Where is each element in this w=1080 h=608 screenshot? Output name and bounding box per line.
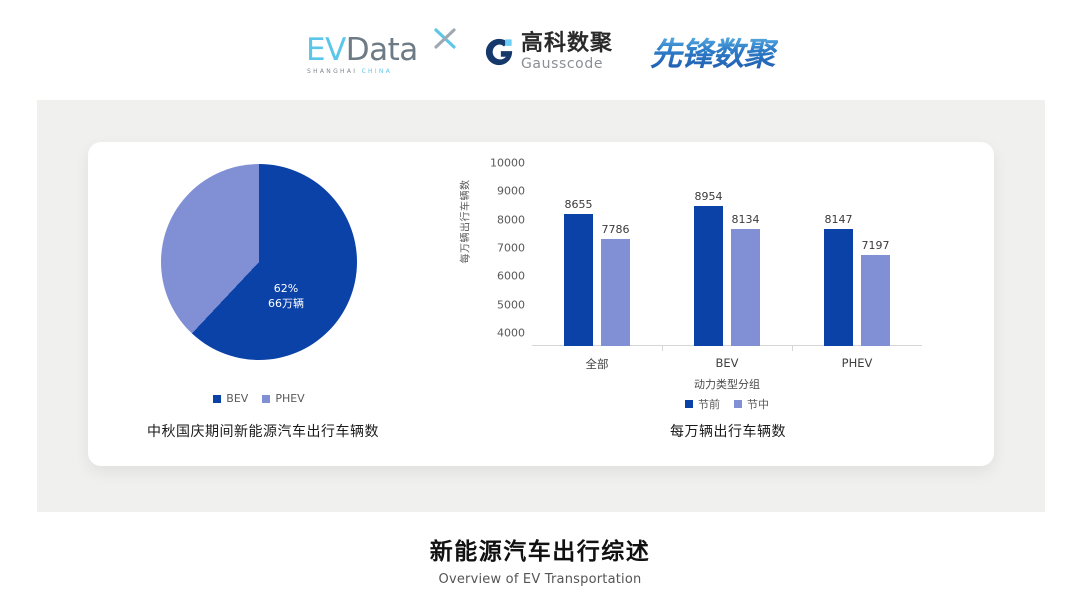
pie-legend: BEV PHEV	[134, 392, 384, 405]
bar-chart-x-axis-label: 动力类型分组	[694, 378, 760, 391]
gausscode-logo: 高科数聚 Gausscode	[484, 29, 624, 75]
bar-chart-caption: 每万辆出行车辆数	[670, 424, 786, 440]
pie-legend-swatch-bev	[213, 394, 222, 403]
pie-slice-phev-value: 41万辆	[124, 234, 160, 247]
bar-chart-category-tick	[662, 346, 663, 351]
evdata-logo: EVData SHANGHAI CHINA	[302, 27, 462, 77]
pie-legend-swatch-phev	[262, 394, 271, 403]
bar-legend-label-jieqian: 节前	[698, 398, 720, 411]
bar-chart-plot-area: 4000 5000 6000 7000 8000 9000 10000 8655 7786 全部 8…	[490, 157, 922, 371]
bar-chart-y-tick: 6000	[497, 269, 525, 283]
bar-legend-swatch-jieqian	[685, 400, 693, 408]
bar-jiezhong-PHEV	[861, 255, 890, 346]
x-mark-icon	[434, 28, 456, 49]
gausscode-en-text: Gausscode	[520, 56, 604, 72]
bar-value-label: 8954	[694, 189, 723, 203]
bar-chart-y-tick: 7000	[497, 241, 525, 255]
bar-chart-category-label: PHEV	[841, 356, 873, 370]
logo-bar: EVData SHANGHAI CHINA 高科数聚 Gausscode 先锋数…	[0, 24, 1080, 80]
page-title: 新能源汽车出行综述	[429, 539, 651, 565]
bar-value-label: 8147	[824, 212, 853, 226]
bar-value-label: 7197	[861, 239, 890, 253]
bar-value-label: 7786	[601, 222, 630, 236]
gausscode-g-mark-icon	[485, 38, 513, 66]
bar-jieqian-BEV	[694, 205, 723, 346]
pie-chart-caption: 中秋国庆期间新能源汽车出行车辆数	[147, 424, 379, 440]
pie-chart	[161, 164, 357, 360]
bar-chart-x-axis-line	[532, 345, 922, 346]
bar-value-label: 8134	[731, 212, 760, 226]
bar-chart-y-tick: 5000	[497, 298, 525, 312]
bar-chart-y-tick: 8000	[497, 213, 525, 227]
bar-legend-label-jiezhong: 节中	[747, 398, 769, 411]
pie-legend-item-phev: PHEV	[262, 392, 305, 405]
bar-legend: 节前 节中	[532, 396, 922, 412]
bar-jiezhong-BEV	[731, 228, 760, 346]
evdata-tagline-city: SHANGHAI	[306, 68, 358, 75]
pie-slice-bev-percent: 62%	[273, 282, 299, 295]
pie-legend-label-phev: PHEV	[275, 392, 305, 405]
page-subtitle: Overview of EV Transportation	[438, 572, 642, 587]
bar-legend-item-jieqian: 节前	[685, 396, 720, 412]
pie-legend-label-bev: BEV	[226, 392, 249, 405]
bar-legend-swatch-jiezhong	[734, 400, 742, 408]
pie-slice-bev-value: 66万辆	[268, 297, 304, 310]
footer-block: 新能源汽车出行综述 Overview of EV Transportation	[0, 532, 1080, 587]
bar-jieqian-全部	[564, 214, 593, 346]
evdata-tagline-country: CHINA	[361, 68, 393, 75]
xianfeng-logo: 先锋数聚	[646, 29, 778, 75]
pie-slice-label-phev: 38% 41万辆	[124, 218, 160, 248]
pie-slice-phev-percent: 38%	[129, 219, 155, 232]
bar-legend-item-jiezhong: 节中	[734, 396, 769, 412]
evdata-data-text: Data	[345, 32, 419, 68]
pie-legend-item-bev: BEV	[213, 392, 248, 405]
pie-slice-label-bev: 62% 66万辆	[268, 281, 304, 311]
bar-chart-category-label: BEV	[715, 356, 739, 370]
evdata-tagline: SHANGHAI CHINA	[307, 68, 392, 75]
evdata-ev-text: EV	[305, 32, 346, 68]
gausscode-cn-text: 高科数聚	[520, 31, 613, 56]
bar-chart-y-tick: 4000	[497, 326, 525, 340]
bar-chart-y-tick: 10000	[490, 156, 525, 170]
bar-chart-y-axis-label: 每万辆出行车辆数	[460, 179, 472, 264]
pie-chart-panel: 62% 66万辆 38% 41万辆 BEV PHEV 中秋国庆期间新能源汽车出行…	[88, 142, 508, 466]
bar-chart-panel: 每万辆出行车辆数 4000 5000 6000 7000 8000 9000 10000 86…	[428, 142, 994, 466]
bar-chart-y-tick: 9000	[497, 184, 525, 198]
bar-jieqian-PHEV	[824, 228, 853, 346]
bar-value-label: 8655	[564, 198, 593, 212]
charts-card: 62% 66万辆 38% 41万辆 BEV PHEV 中秋国庆期间新能源汽车出行…	[88, 142, 994, 466]
bar-jiezhong-全部	[601, 238, 630, 346]
evdata-wordmark: EVData	[306, 35, 418, 66]
bar-chart-category-tick	[792, 346, 793, 351]
bar-chart-category-label: 全部	[585, 357, 609, 371]
